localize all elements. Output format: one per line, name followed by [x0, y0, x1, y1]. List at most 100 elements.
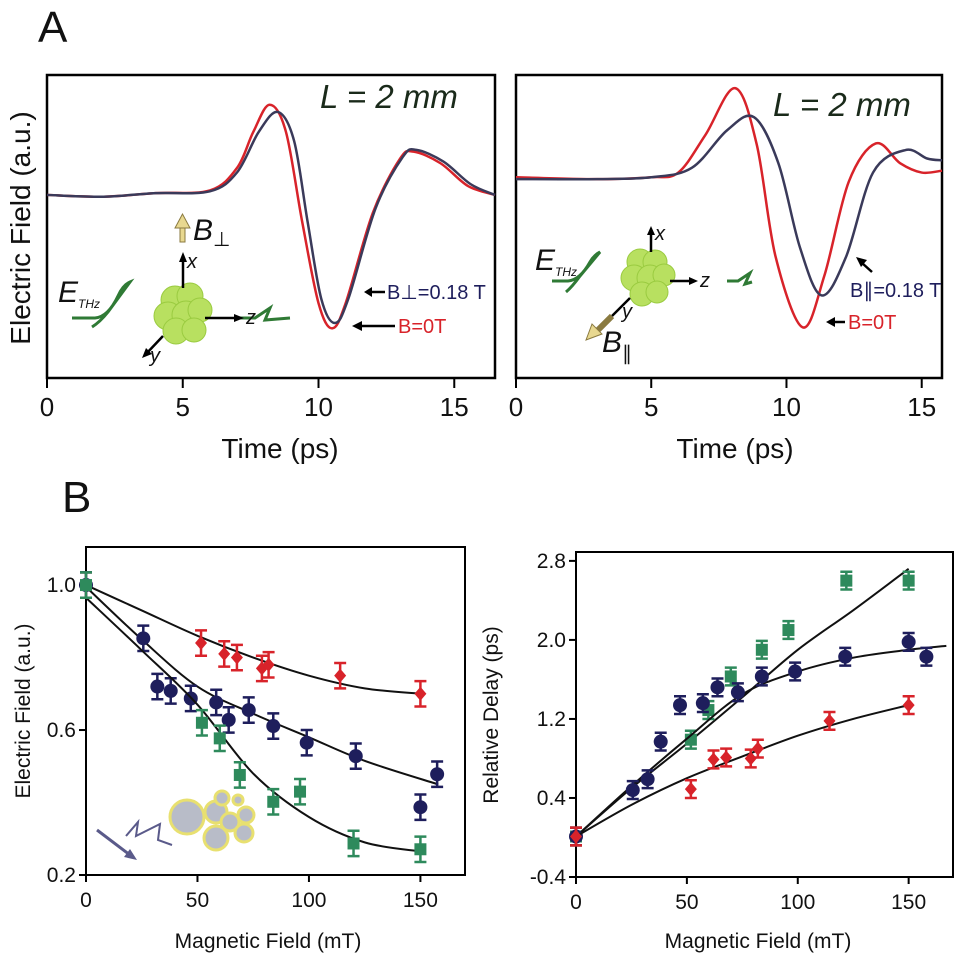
data-point	[195, 708, 208, 737]
circle-marker	[754, 669, 769, 684]
square-marker	[840, 574, 853, 587]
x-tick-label: 5	[644, 392, 658, 422]
diamond-marker	[218, 646, 231, 661]
series-label-b-perp: B⊥=0.18 T	[387, 282, 486, 304]
data-point	[299, 728, 314, 757]
e-thz-label: ETHz	[535, 244, 577, 279]
square-marker	[724, 670, 737, 683]
y-tick-label: 2.0	[537, 629, 566, 652]
inset-diagram-perpendicular: x z y B⊥ ETHz	[58, 212, 291, 367]
x-tick-label: 0	[570, 891, 582, 914]
square-marker	[267, 795, 280, 808]
circle-marker	[653, 734, 668, 749]
y-axis-label: Electric Field (a.u.)	[12, 623, 35, 798]
fit-curve	[575, 567, 910, 838]
data-point	[80, 571, 92, 599]
series-1	[46, 110, 496, 325]
plot-area: 0 5 10 15	[40, 73, 497, 422]
data-point	[901, 631, 916, 653]
b-letter: B	[193, 214, 213, 247]
x-tick-label: 100	[291, 889, 326, 912]
b-sub: ⊥	[213, 229, 230, 251]
curve-annotations: B⊥=0.18 T B=0T	[352, 282, 486, 338]
series-label-b-zero: B=0T	[398, 316, 446, 338]
x-tick-label: 15	[907, 392, 936, 422]
molecule-cluster-icon	[168, 789, 256, 852]
wave-icon	[125, 818, 173, 846]
axis-z-label: z	[699, 270, 710, 292]
data-point	[823, 710, 836, 732]
square-marker	[80, 579, 92, 592]
series-0	[80, 571, 427, 708]
data-point	[570, 826, 582, 847]
data-point	[751, 738, 764, 759]
data-point	[902, 694, 915, 716]
y-tick-label: 1.2	[537, 708, 566, 731]
axis-z-label: z	[245, 307, 256, 329]
data-point	[838, 646, 853, 667]
y-tick-label: 0.4	[537, 787, 567, 810]
y-tick-label: 2.8	[537, 550, 566, 573]
data-point	[673, 694, 688, 716]
y-axis-arrow-icon	[611, 297, 631, 317]
length-annotation: L = 2 mm	[320, 78, 458, 115]
series-line	[515, 114, 943, 297]
data-point	[640, 769, 655, 790]
circle-marker	[901, 634, 916, 649]
diamond-marker	[230, 650, 243, 665]
square-marker	[347, 837, 360, 850]
data-point	[241, 696, 256, 725]
fit-curve	[85, 586, 439, 786]
data-point	[233, 761, 246, 789]
b-sub: ∥	[622, 343, 632, 365]
x-axis-label: Magnetic Field (mT)	[175, 930, 362, 953]
circle-marker	[241, 703, 256, 718]
fit-curve	[85, 597, 421, 853]
data-point	[136, 624, 151, 653]
data-point	[267, 787, 280, 816]
data-point	[710, 677, 725, 698]
circle-marker	[348, 749, 363, 764]
x-tick-label: 15	[440, 392, 469, 422]
plot-area: 0 50 100 150 0.2 0.6 1.0	[47, 546, 466, 912]
plot-frame	[85, 546, 466, 876]
data-point	[414, 679, 427, 708]
square-marker	[233, 768, 246, 781]
diamond-marker	[744, 751, 757, 766]
plot-frame	[575, 551, 954, 878]
series-label-b-zero: B=0T	[848, 312, 896, 334]
data-point	[695, 692, 710, 714]
x-tick-label: 50	[675, 891, 698, 914]
fit-curve	[85, 584, 421, 695]
circle-marker	[413, 800, 428, 815]
diamond-marker	[902, 698, 915, 713]
arrow-icon	[826, 317, 835, 327]
circle-marker	[673, 698, 688, 713]
circle-marker	[430, 767, 445, 782]
x-tick-label: 150	[403, 889, 438, 912]
plot-frame	[45, 73, 497, 380]
x-tick-label: 150	[891, 891, 926, 914]
circle-marker	[299, 735, 314, 750]
thz-wave-icon	[72, 278, 135, 329]
panel-label-a: A	[38, 3, 68, 52]
plot-frame	[514, 73, 944, 380]
square-marker	[782, 624, 795, 637]
data-point	[754, 666, 769, 687]
plot-area: 0 50 100 150 -0.4 0.4 1.2 2.0 2.8	[530, 550, 954, 914]
circle-marker	[640, 772, 655, 787]
axis-x-label: x	[654, 223, 666, 245]
diamond-marker	[570, 829, 582, 844]
b-par-label: B∥	[602, 326, 632, 365]
annotation-text: L = 2 mm	[320, 78, 458, 115]
data-point	[334, 661, 347, 690]
data-point	[294, 777, 307, 806]
y-tick-label: 1.0	[47, 574, 76, 597]
diamond-marker	[823, 713, 836, 728]
data-point	[266, 712, 281, 740]
x-tick-label: 10	[304, 392, 333, 422]
data-point	[902, 570, 915, 591]
data-point	[840, 570, 853, 591]
magnetic-field-arrow-icon	[595, 313, 615, 333]
